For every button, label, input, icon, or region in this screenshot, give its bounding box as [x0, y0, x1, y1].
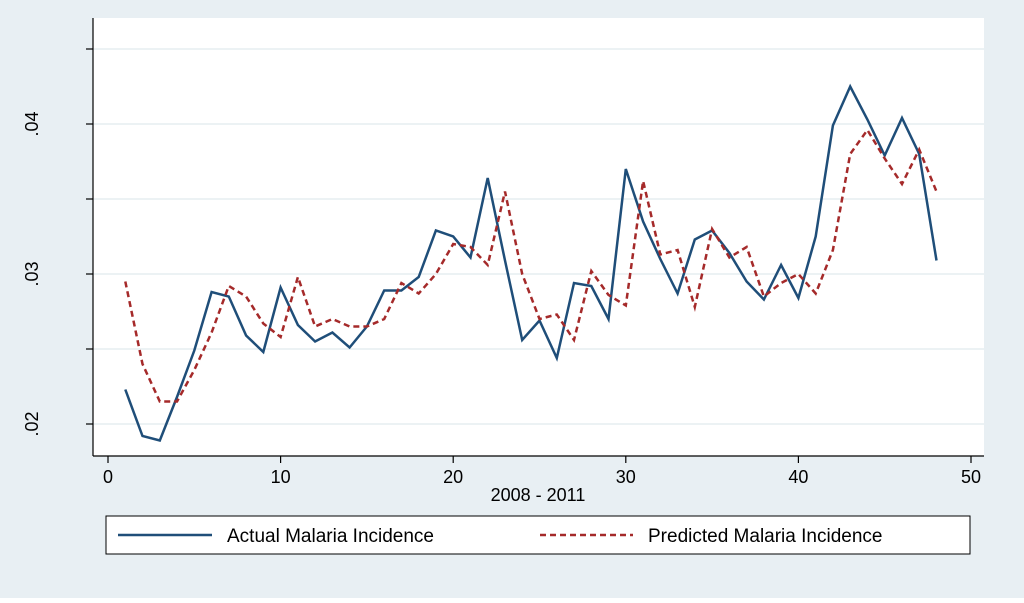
y-tick-label: .03	[22, 261, 42, 286]
legend: Actual Malaria Incidence Predicted Malar…	[105, 515, 971, 555]
y-tick-label: .04	[22, 111, 42, 136]
x-axis-title: 2008 - 2011	[491, 485, 586, 505]
x-tick-label: 50	[961, 467, 981, 487]
y-tick-label: .02	[22, 411, 42, 436]
series-predicted-malaria-incidence	[124, 127, 938, 403]
series-actual-malaria-incidence	[124, 83, 938, 442]
x-tick-label: 30	[616, 467, 636, 487]
legend-box	[105, 515, 971, 555]
plot-area	[93, 18, 984, 456]
legend-label-predicted: Predicted Malaria Incidence	[648, 526, 882, 547]
tick-marks: .02 .03 .04 0 10 20 30 40 50	[22, 48, 981, 487]
x-tick-label: 0	[103, 467, 113, 487]
series-lines	[124, 83, 938, 442]
axes	[92, 18, 984, 457]
x-tick-label: 40	[788, 467, 808, 487]
x-tick-label: 10	[271, 467, 291, 487]
legend-label-actual: Actual Malaria Incidence	[227, 526, 434, 547]
grid-lines	[93, 48, 984, 425]
x-tick-label: 20	[443, 467, 463, 487]
